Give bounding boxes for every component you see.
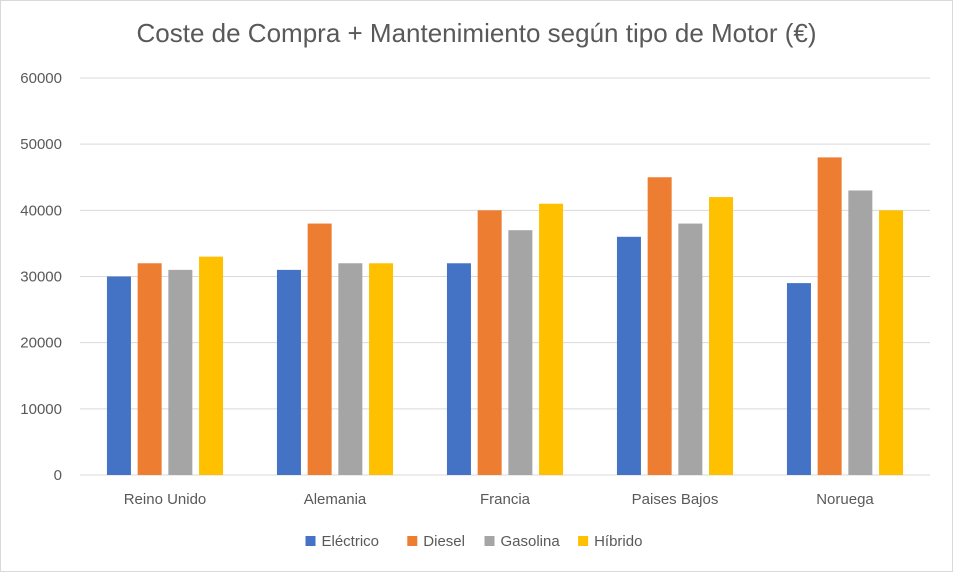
y-tick-label: 20000 bbox=[20, 335, 62, 352]
legend-swatch-1 bbox=[407, 536, 418, 546]
bar-alemania-3 bbox=[369, 263, 394, 475]
bar-paises-bajos-0 bbox=[616, 236, 641, 475]
bar-alemania-2 bbox=[338, 263, 363, 475]
bar-noruega-3 bbox=[879, 210, 904, 476]
bar-alemania-1 bbox=[307, 223, 332, 475]
bar-noruega-1 bbox=[817, 157, 842, 475]
bar-alemania-0 bbox=[276, 269, 301, 475]
bar-reino-unido-3 bbox=[199, 256, 224, 475]
bar-francia-2 bbox=[508, 230, 533, 475]
legend-swatch-3 bbox=[578, 536, 589, 546]
y-axis-tick-labels: 0 10000 20000 30000 40000 50000 60000 bbox=[20, 70, 62, 484]
x-tick-label: Paises Bajos bbox=[632, 491, 719, 508]
bars bbox=[106, 157, 904, 476]
bar-paises-bajos-1 bbox=[647, 177, 672, 475]
bar-reino-unido-2 bbox=[168, 269, 193, 475]
y-tick-label: 40000 bbox=[20, 202, 62, 219]
legend: Eléctrico Diesel Gasolina Híbrido bbox=[305, 533, 642, 550]
legend-label: Gasolina bbox=[501, 533, 561, 550]
chart-title: Coste de Compra + Mantenimiento según ti… bbox=[136, 18, 817, 48]
x-tick-label: Alemania bbox=[304, 491, 367, 508]
bar-francia-3 bbox=[539, 203, 564, 475]
x-tick-label: Reino Unido bbox=[124, 491, 207, 508]
bar-noruega-2 bbox=[848, 190, 873, 475]
legend-swatch-0 bbox=[305, 536, 316, 546]
legend-swatch-2 bbox=[484, 536, 495, 546]
bar-paises-bajos-3 bbox=[709, 197, 734, 475]
bar-reino-unido-1 bbox=[137, 263, 162, 475]
bar-reino-unido-0 bbox=[106, 276, 131, 475]
bar-paises-bajos-2 bbox=[678, 223, 703, 475]
x-tick-label: Noruega bbox=[816, 491, 874, 508]
bar-noruega-0 bbox=[786, 283, 811, 475]
y-tick-label: 0 bbox=[54, 467, 62, 484]
x-axis-tick-labels: Reino Unido Alemania Francia Paises Bajos No… bbox=[124, 491, 875, 508]
legend-label: Diesel bbox=[423, 533, 465, 550]
legend-label: Híbrido bbox=[594, 533, 642, 550]
bar-francia-0 bbox=[446, 263, 471, 475]
legend-label: Eléctrico bbox=[322, 533, 380, 550]
y-tick-label: 30000 bbox=[20, 269, 62, 286]
bar-francia-1 bbox=[477, 210, 502, 476]
y-tick-label: 10000 bbox=[20, 401, 62, 418]
y-tick-label: 60000 bbox=[20, 70, 62, 87]
y-tick-label: 50000 bbox=[20, 136, 62, 153]
x-tick-label: Francia bbox=[480, 491, 531, 508]
